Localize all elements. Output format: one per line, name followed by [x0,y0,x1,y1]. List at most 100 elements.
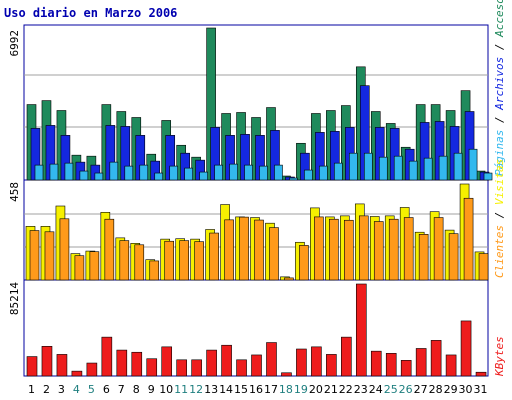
x-tick-label-25: 25 [384,383,398,396]
bar-paginas-18 [289,177,298,181]
legend-clientes: Clientes [493,225,506,278]
bar-kbytes-27 [415,348,427,377]
bar-kbytes-4 [71,370,83,377]
bar-kbytes-10 [161,346,173,377]
legend-archivos: Archivos [493,57,506,111]
legend-accesos: Accesos [493,0,506,38]
bar-paginas-20 [319,165,328,181]
bar-kbytes-21 [326,354,337,377]
bar-kbytes-19 [296,348,307,377]
bar-paginas-28 [438,155,448,181]
legend-bottom: KBytes [493,336,506,377]
bar-clientes-16 [254,219,264,281]
legend-kbytes: KBytes [493,336,506,377]
bar-clientes-24 [373,221,384,281]
x-tick-label-3: 3 [58,383,65,396]
bar-clientes-31 [478,253,489,281]
bar-kbytes-16 [251,354,262,377]
bar-clientes-17 [269,227,279,281]
bar-kbytes-14 [221,344,232,377]
bar-paginas-7 [124,165,134,181]
bar-clientes-22 [344,219,354,281]
bar-clientes-6 [104,218,115,281]
y-max-label-1: 458 [8,182,21,202]
bar-clientes-1 [29,230,40,281]
bar-clientes-4 [74,255,85,281]
bar-paginas-21 [334,162,343,181]
x-tick-label-26: 26 [399,383,413,396]
bar-kbytes-15 [236,359,247,377]
x-tick-label-18: 18 [279,383,293,396]
x-tick-label-15: 15 [234,383,248,396]
bar-kbytes-28 [430,340,442,377]
y-max-label-2: 85214 [8,282,21,315]
bar-paginas-22 [349,152,358,181]
bar-paginas-5 [94,172,104,181]
bar-clientes-20 [314,216,324,281]
bar-paginas-23 [363,152,373,181]
bar-kbytes-22 [341,336,352,377]
bar-clientes-7 [119,240,130,281]
bar-paginas-8 [139,164,149,181]
bar-clientes-29 [448,233,459,281]
bar-clientes-28 [433,217,444,281]
bar-kbytes-26 [400,360,412,377]
bar-kbytes-30 [460,320,472,377]
x-tick-label-2: 2 [43,383,50,396]
bar-clientes-5 [89,251,100,281]
bar-paginas-15 [244,164,253,181]
bar-clientes-3 [59,218,70,281]
chart-title: Uso diario en Marzo 2006 [4,6,178,20]
x-tick-label-24: 24 [369,383,383,396]
bar-clientes-14 [224,219,234,281]
bar-kbytes-24 [370,350,382,377]
bar-paginas-27 [423,157,433,181]
bar-kbytes-9 [146,358,158,377]
x-tick-label-8: 8 [133,383,140,396]
bar-kbytes-13 [206,349,217,377]
x-tick-label-6: 6 [103,383,110,396]
bar-paginas-9 [154,172,164,181]
bar-clientes-25 [388,218,399,281]
bar-paginas-24 [378,156,388,181]
bar-kbytes-11 [176,359,187,377]
x-tick-label-7: 7 [118,383,125,396]
x-tick-label-20: 20 [309,383,323,396]
y-max-label-0: 6992 [8,30,21,57]
x-tick-label-22: 22 [339,383,353,396]
legend-top: Páginas / Archivos / Accesos [493,0,506,176]
bar-paginas-2 [49,163,59,181]
bar-kbytes-7 [116,349,128,377]
x-tick-label-14: 14 [219,383,233,396]
x-tick-label-5: 5 [88,383,95,396]
bar-clientes-2 [44,231,55,281]
bar-clientes-27 [418,234,429,281]
bar-paginas-30 [468,148,478,181]
x-tick-label-29: 29 [444,383,458,396]
bar-paginas-11 [184,167,193,181]
bar-clientes-18 [284,277,294,281]
bar-clientes-12 [194,241,204,281]
bar-paginas-16 [259,165,268,181]
bar-paginas-10 [169,165,179,181]
x-tick-label-23: 23 [354,383,368,396]
x-tick-label-21: 21 [324,383,338,396]
bar-paginas-12 [199,171,208,181]
legend-middle: Clientes / Visitas [493,159,506,278]
bar-kbytes-18 [281,372,292,377]
x-tick-label-4: 4 [73,383,80,396]
bar-clientes-26 [403,217,414,281]
bar-paginas-31 [483,172,493,181]
bar-kbytes-17 [266,342,277,377]
bar-paginas-25 [393,155,403,181]
x-tick-label-30: 30 [459,383,473,396]
bar-clientes-11 [179,240,189,281]
bar-clientes-13 [209,232,219,281]
bar-clientes-30 [463,197,474,281]
bar-clientes-21 [329,218,339,281]
bar-kbytes-2 [41,346,53,377]
x-tick-label-28: 28 [429,383,443,396]
bar-clientes-19 [299,245,309,281]
x-tick-label-12: 12 [189,383,203,396]
